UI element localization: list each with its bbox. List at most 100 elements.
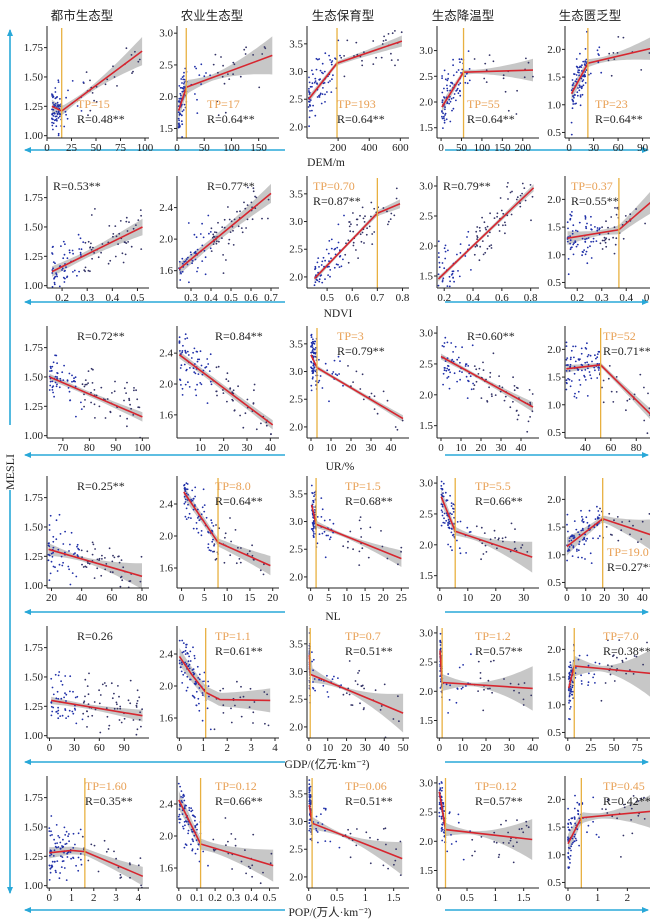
data-point [608,238,611,241]
data-point [186,488,189,491]
data-point [565,381,568,384]
data-point [212,538,214,541]
data-point [253,383,256,386]
data-point [239,696,242,699]
data-point [616,52,619,54]
scatter-points [441,333,534,433]
panel-5-1: 1.62.02.40 0.1 0.2 0.3 0.4 0.5TP=0.12R=0.66** [159,776,279,904]
data-point [474,245,477,248]
data-point [74,843,76,846]
data-point [83,269,86,271]
data-point [352,241,355,244]
data-point [98,702,101,705]
data-point [350,704,353,706]
data-point [524,199,527,202]
data-point [469,375,472,378]
data-point [482,709,485,712]
data-point [178,813,181,816]
data-point [54,869,57,872]
y-tick-label: 1.50 [24,371,44,383]
data-point [588,509,591,512]
data-point [207,864,209,867]
data-point [609,673,612,676]
data-point [575,102,577,105]
data-point [121,579,124,582]
data-point [119,707,122,710]
data-point [361,206,364,209]
data-point [323,70,326,73]
data-point [201,244,204,247]
data-point [363,687,365,690]
data-point [86,550,89,553]
data-point [596,505,598,508]
data-point [470,269,472,271]
data-point [500,823,502,826]
data-point [56,690,59,693]
confidence-band [51,37,143,116]
scatter-points [47,513,143,589]
y-tick-label: 3.5 [289,638,303,650]
data-point [590,215,592,218]
x-tick-label: 150 [250,142,267,154]
data-point [50,815,53,817]
data-point [197,677,200,679]
data-point [481,542,484,545]
data-point [446,285,449,287]
data-point [447,518,450,521]
data-point [491,691,493,694]
data-point [578,74,580,77]
data-point [478,367,481,370]
x-tick-label: 30 [69,742,81,754]
data-point [644,222,646,225]
data-point [189,251,192,254]
data-point [361,373,364,376]
x-tick-label: 0 [437,592,443,604]
data-point [613,226,616,229]
row-xlabel: UR/% [326,461,355,473]
data-point [101,243,104,245]
data-point [227,242,230,245]
data-point [81,383,84,386]
data-point [308,87,310,90]
data-point [328,538,331,541]
data-point [391,32,394,35]
data-point [461,371,463,373]
data-point [317,257,320,259]
data-point [88,562,91,565]
data-point [48,830,51,832]
data-point [578,543,580,546]
data-point [128,397,131,400]
data-point [464,75,467,78]
data-point [49,370,51,372]
tp-label: TP=8.0 [215,479,251,493]
x-tick-label: 20 [346,442,358,454]
data-point [390,212,393,215]
data-point [47,559,50,562]
data-point [531,393,534,395]
x-tick-label: 0.4 [466,292,480,304]
data-point [244,412,247,415]
data-point [581,70,583,72]
data-point [339,360,341,362]
data-point [570,133,573,136]
data-point [573,520,576,522]
data-point [136,702,138,705]
data-point [446,341,449,344]
data-point [615,376,618,378]
data-point [51,860,54,863]
data-point [215,231,218,234]
data-point [449,545,452,548]
data-point [71,572,74,574]
confidence-band [440,641,533,711]
data-point [56,362,58,365]
data-point [594,369,596,372]
data-point [52,361,55,364]
data-point [567,826,570,829]
data-point [139,857,142,859]
data-point [192,367,195,370]
data-point [89,109,92,112]
data-point [565,388,568,391]
data-point [588,371,591,373]
data-point [56,860,59,862]
y-tick-label: 1.5 [159,123,173,135]
